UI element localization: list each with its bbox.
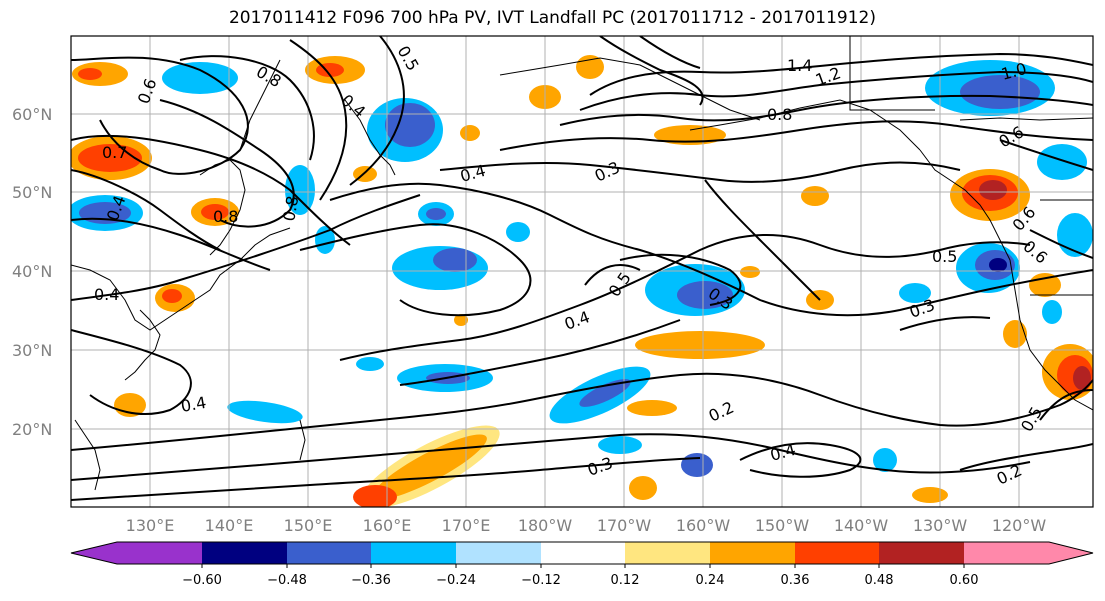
colorbar-tick-label: 0.48 xyxy=(865,573,894,588)
colorbar-segment xyxy=(287,542,371,564)
neg-anomaly xyxy=(227,400,303,424)
colorbar: −0.60 −0.48 −0.36 −0.24 −0.12 0.12 0.24 … xyxy=(70,541,1094,588)
lon-label: 160°E xyxy=(363,516,412,535)
colorbar-tick-label: 0.12 xyxy=(611,573,640,588)
lon-label: 170°W xyxy=(597,516,652,535)
neg-anomaly xyxy=(579,379,631,407)
colorbar-tick-label: 0.60 xyxy=(950,573,979,588)
colorbar-segment xyxy=(202,542,287,564)
lon-label: 120°W xyxy=(992,516,1047,535)
map-content: 0.7 0.6 0.8 0.4 0.5 0.4 0.3 0.4 0.8 0.8 … xyxy=(71,36,1093,507)
lon-label: 150°E xyxy=(284,516,333,535)
colorbar-tick-label: −0.24 xyxy=(436,573,476,588)
pos-anomaly xyxy=(373,434,487,500)
pos-anomaly xyxy=(460,125,480,141)
pos-anomaly xyxy=(576,55,604,79)
colorbar-tick-label: −0.12 xyxy=(521,573,561,588)
pos-anomaly xyxy=(740,266,760,278)
colorbar-outline xyxy=(70,541,1094,565)
pos-anomaly xyxy=(654,125,726,145)
neg-anomaly xyxy=(1057,213,1093,257)
pos-anomaly xyxy=(353,485,397,507)
map-title: 2017011412 F096 700 hPa PV, IVT Landfall… xyxy=(228,8,876,28)
contour-lines xyxy=(71,36,1093,501)
lat-label: 40°N xyxy=(12,262,52,281)
colorbar-segment xyxy=(795,542,879,564)
lon-label: 130°W xyxy=(913,516,968,535)
longitude-labels: 130°E 140°E 150°E 160°E 170°E 180°W 170°… xyxy=(126,516,1047,535)
pos-anomaly xyxy=(201,204,229,220)
gridlines xyxy=(71,36,1093,507)
lat-label: 50°N xyxy=(12,183,52,202)
contour-label: 0.4 xyxy=(94,285,119,304)
colorbar-segment xyxy=(710,542,795,564)
neg-anomaly xyxy=(426,208,446,220)
neg-anomaly xyxy=(960,75,1040,109)
lat-label: 20°N xyxy=(12,420,52,439)
lon-label: 140°E xyxy=(205,516,254,535)
neg-anomaly xyxy=(506,222,530,242)
neg-anomaly xyxy=(899,283,931,303)
colorbar-extend-high xyxy=(1049,542,1093,564)
neg-anomaly xyxy=(356,357,384,371)
colorbar-tick-label: −0.48 xyxy=(267,573,307,588)
neg-anomaly xyxy=(433,248,477,272)
colorbar-tick-label: −0.36 xyxy=(351,573,391,588)
lat-label: 30°N xyxy=(12,341,52,360)
pos-anomaly xyxy=(912,487,948,503)
lon-label: 180°W xyxy=(518,516,573,535)
colorbar-segment xyxy=(456,542,541,564)
lon-label: 170°E xyxy=(442,516,491,535)
pos-anomaly xyxy=(801,186,829,206)
contour-label: 0.8 xyxy=(279,194,302,222)
colorbar-tick-label: 0.36 xyxy=(781,573,810,588)
contour-label: 0.5 xyxy=(932,247,957,266)
colorbar-segment xyxy=(117,542,202,564)
colorbar-segment xyxy=(625,542,710,564)
neg-anomaly xyxy=(989,258,1007,272)
pos-anomaly xyxy=(78,68,102,80)
contour-label: 0.4 xyxy=(179,393,207,416)
lon-label: 140°W xyxy=(834,516,889,535)
coastlines xyxy=(71,36,1093,491)
colorbar-segment xyxy=(371,542,456,564)
neg-anomaly xyxy=(385,103,435,147)
neg-anomaly xyxy=(1042,300,1062,324)
pos-anomaly xyxy=(162,289,182,303)
pos-anomaly xyxy=(629,476,657,500)
neg-anomaly xyxy=(873,448,897,472)
pos-anomaly xyxy=(627,400,677,416)
colorbar-segment xyxy=(879,542,964,564)
contour-label: 1.4 xyxy=(787,56,812,75)
neg-anomaly xyxy=(681,453,713,477)
pos-anomaly xyxy=(454,314,468,326)
colorbar-segment xyxy=(541,542,625,564)
pos-anomaly xyxy=(979,180,1007,200)
lat-label: 60°N xyxy=(12,105,52,124)
pos-anomaly xyxy=(1003,320,1027,348)
lon-label: 160°W xyxy=(676,516,731,535)
colorbar-tick-label: 0.24 xyxy=(696,573,725,588)
contour-label: 0.7 xyxy=(102,143,127,162)
colorbar-segment xyxy=(964,542,1049,564)
contour-label: 0.8 xyxy=(767,105,792,124)
neg-anomaly xyxy=(162,62,238,94)
neg-anomaly xyxy=(677,281,733,309)
latitude-labels: 60°N 50°N 40°N 30°N 20°N xyxy=(12,105,52,439)
colorbar-extend-low xyxy=(71,542,117,564)
neg-anomaly xyxy=(598,436,642,454)
colorbar-tick-label: −0.60 xyxy=(182,573,222,588)
map-border xyxy=(70,35,1094,508)
lon-label: 130°E xyxy=(126,516,175,535)
pos-anomaly xyxy=(635,331,765,359)
lon-label: 150°W xyxy=(755,516,810,535)
pos-anomaly xyxy=(1073,366,1091,390)
contour-label: 0.8 xyxy=(213,207,238,226)
neg-anomaly xyxy=(1037,144,1087,180)
